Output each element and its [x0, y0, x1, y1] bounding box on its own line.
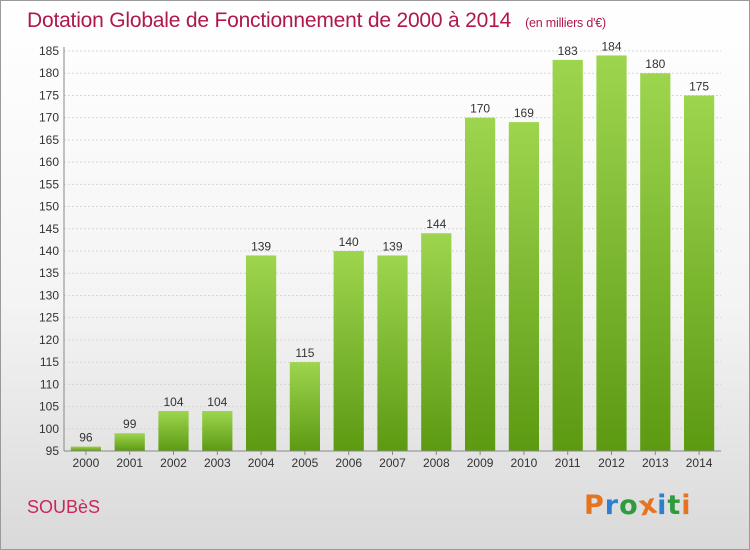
bar-value-label: 183: [558, 44, 578, 58]
bar: [596, 55, 627, 451]
bar: [158, 411, 189, 451]
y-tick-label: 135: [39, 266, 59, 280]
bar-value-label: 104: [207, 395, 227, 409]
bar: [202, 411, 233, 451]
y-tick-label: 110: [40, 377, 59, 391]
x-tick-label: 2011: [555, 456, 581, 470]
y-tick-label: 130: [39, 288, 59, 302]
bar: [552, 59, 583, 452]
y-tick-label: 180: [39, 66, 59, 80]
chart-title-text: Dotation Globale de Fonctionnement de 20…: [27, 9, 512, 32]
y-tick-label: 150: [39, 200, 59, 214]
bar-value-label: 96: [79, 431, 93, 445]
bar-value-label: 175: [689, 79, 709, 93]
x-tick-label: 2004: [248, 456, 275, 470]
bar-value-label: 144: [426, 217, 446, 231]
bar: [114, 433, 145, 451]
y-tick-label: 175: [39, 88, 59, 102]
bar-value-label: 140: [339, 235, 359, 249]
bar: [640, 73, 671, 451]
bar: [70, 446, 102, 451]
y-tick-label: 145: [39, 222, 59, 236]
bar: [464, 117, 496, 452]
logo-letter: o: [619, 490, 639, 521]
x-tick-label: 2000: [73, 456, 100, 470]
bar-value-label: 99: [123, 417, 137, 431]
bar: [333, 251, 364, 451]
bar-value-label: 139: [382, 239, 402, 253]
y-tick-label: 160: [39, 155, 59, 169]
x-tick-label: 2010: [511, 456, 538, 470]
x-tick-label: 2008: [423, 456, 450, 470]
y-tick-label: 120: [39, 333, 59, 347]
y-tick-label: 165: [39, 133, 59, 147]
x-tick-label: 2003: [204, 456, 231, 470]
y-tick-label: 155: [39, 177, 59, 191]
bars: 96 99 104 104 139 115 140 139 144 170 169 183 184 180…: [70, 39, 715, 452]
logo-letter: t: [667, 490, 682, 521]
x-tick-label: 2006: [335, 456, 362, 470]
bar-value-label: 170: [470, 102, 490, 116]
bar-value-label: 169: [514, 106, 534, 120]
x-tick-label: 2007: [379, 456, 406, 470]
y-tick-label: 185: [39, 44, 59, 58]
proxiti-logo[interactable]: Proxiti: [584, 488, 692, 522]
y-tick-label: 105: [39, 400, 59, 414]
bar: [421, 233, 452, 451]
bar: [377, 255, 408, 451]
logo-letter: P: [584, 490, 605, 521]
y-tick-label: 95: [46, 444, 60, 458]
logo-letter: i: [657, 490, 668, 521]
chart-subtitle: (en milliers d'€): [525, 16, 607, 30]
bar: [683, 95, 715, 451]
bar: [289, 362, 321, 451]
logo-letter: i: [681, 490, 692, 521]
x-tick-label: 2009: [467, 456, 494, 470]
bar: [245, 255, 277, 451]
y-tick-label: 125: [39, 311, 59, 325]
x-tick-label: 2001: [116, 456, 143, 470]
commune-name: SOUBèS: [27, 497, 101, 517]
axes: 95 100 105 110 115 120 125 130 135 140 145 150 155 16…: [39, 44, 721, 470]
x-tick-label: 2005: [292, 456, 319, 470]
bar-value-label: 139: [251, 239, 271, 253]
chart-title: Dotation Globale de Fonctionnement de 20…: [27, 9, 606, 33]
y-tick-label: 140: [39, 244, 59, 258]
bar-value-label: 115: [295, 346, 314, 360]
bar-value-label: 104: [163, 395, 183, 409]
bar-value-label: 184: [601, 39, 621, 53]
x-tick-label: 2013: [642, 456, 669, 470]
y-tick-label: 170: [39, 111, 59, 125]
bar-value-label: 180: [645, 57, 665, 71]
y-tick-label: 100: [39, 422, 59, 436]
x-tick-label: 2002: [160, 456, 187, 470]
y-tick-label: 115: [40, 355, 59, 369]
logo-letter: r: [604, 490, 620, 521]
x-tick-label: 2014: [686, 456, 713, 470]
x-tick-label: 2012: [598, 456, 625, 470]
bar: [508, 122, 540, 451]
